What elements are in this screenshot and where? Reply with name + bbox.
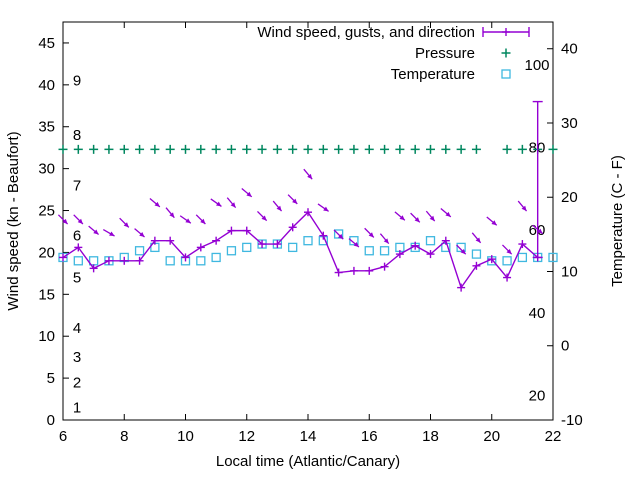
wind-direction-arrowhead [216, 201, 222, 207]
legend-label-1: Pressure [415, 45, 475, 62]
wind-direction-arrowhead [460, 249, 466, 255]
wind-direction-arrowhead [109, 231, 115, 237]
wind-direction-arrowhead [537, 228, 543, 234]
y2-tick-label: 10 [561, 263, 578, 280]
x-tick-label: 10 [177, 428, 194, 445]
wind-direction-arrowhead [338, 233, 344, 240]
legend-label-2: Temperature [391, 66, 475, 83]
x-tick-label: 6 [59, 428, 67, 445]
beaufort-label: 3 [73, 349, 81, 366]
x-tick-label: 14 [300, 428, 317, 445]
legend-marker [501, 69, 511, 79]
y2-tick-label: -10 [561, 412, 583, 429]
y-tick-label: 45 [38, 35, 55, 52]
wind-direction-arrowhead [139, 231, 145, 237]
y-tick-label: 5 [47, 370, 55, 387]
temperature-marker [502, 256, 512, 266]
x-tick-label: 8 [120, 428, 128, 445]
beaufort-label: 9 [73, 73, 81, 90]
x-tick-label: 16 [361, 428, 378, 445]
fahrenheit-label: 20 [529, 387, 546, 404]
temperature-marker [165, 256, 175, 266]
wind-direction-arrowhead [383, 238, 389, 244]
beaufort-label: 6 [73, 228, 81, 245]
temperature-marker [349, 236, 359, 246]
y2-tick-label: 0 [561, 338, 569, 355]
temperature-marker [548, 252, 558, 263]
x-tick-label: 20 [483, 428, 500, 445]
wind-direction-arrowhead [521, 205, 527, 212]
wind-direction-arrowhead [93, 229, 99, 235]
wind-direction-arrowhead [491, 220, 497, 226]
wind-direction-arrowhead [292, 198, 298, 204]
wind-direction-arrowhead [475, 237, 481, 243]
wind-direction-arrowhead [399, 215, 405, 221]
wind-direction-arrowhead [62, 218, 68, 225]
plot-border [62, 21, 554, 421]
temperature-marker [456, 242, 466, 253]
legend-label-0: Wind speed, gusts, and direction [257, 24, 475, 41]
wind-direction-arrowhead [414, 217, 420, 223]
y2-tick-label: 40 [561, 41, 578, 58]
y-tick-label: 35 [38, 119, 55, 136]
beaufort-label: 1 [73, 399, 81, 416]
y-tick-label: 40 [38, 77, 55, 94]
wind-direction-arrowhead [230, 202, 236, 208]
y-tick-label: 0 [47, 412, 55, 429]
x-axis-title: Local time (Atlantic/Canary) [216, 453, 400, 470]
wind-direction-arrowhead [200, 218, 206, 224]
temperature-marker [242, 242, 252, 253]
wind-direction-arrowhead [353, 242, 359, 248]
y2-tick-label: 20 [561, 189, 578, 206]
wind-direction-arrowhead [323, 206, 329, 212]
wind-direction-arrowhead [169, 212, 175, 218]
y2-axis-title: Temperature (C - F) [609, 155, 626, 287]
wind-direction-arrowhead [307, 173, 313, 180]
wind-direction-arrowhead [123, 222, 129, 228]
temperature-marker [73, 256, 83, 266]
y-tick-label: 30 [38, 161, 55, 178]
fahrenheit-label: 40 [529, 305, 546, 322]
wind-direction-arrowhead [154, 201, 160, 207]
wind-direction-arrowhead [77, 218, 83, 224]
x-tick-label: 12 [238, 428, 255, 445]
wind-direction-arrowhead [276, 205, 282, 212]
wind-direction-arrowhead [429, 215, 435, 222]
y-tick-label: 20 [38, 244, 55, 261]
wind-direction-arrowhead [246, 191, 252, 197]
temperature-marker [134, 246, 145, 256]
temperature-marker [379, 246, 390, 256]
temperature-marker [517, 252, 528, 263]
temperature-marker [425, 236, 436, 246]
temperature-marker [333, 229, 344, 239]
temperature-marker [471, 249, 482, 259]
beaufort-label: 4 [73, 320, 81, 337]
wind-direction-arrowhead [506, 248, 512, 255]
wind-speed-line [62, 211, 539, 290]
y-tick-label: 15 [38, 286, 55, 303]
beaufort-label: 5 [73, 270, 81, 287]
temperature-marker [196, 256, 206, 266]
temperature-marker [226, 246, 237, 256]
wind-direction-arrowhead [445, 211, 451, 217]
wind-direction-arrowhead [185, 218, 191, 224]
wind-direction-arrowhead [261, 215, 267, 221]
temperature-marker [364, 246, 374, 256]
x-tick-label: 22 [545, 428, 562, 445]
temperature-marker [303, 236, 313, 246]
fahrenheit-label: 100 [524, 57, 549, 74]
y-axis-title: Wind speed (kn - Beaufort) [5, 131, 22, 310]
y2-tick-label: 30 [561, 115, 578, 132]
beaufort-label: 8 [73, 127, 81, 144]
beaufort-label: 7 [73, 177, 81, 194]
temperature-marker [288, 242, 298, 253]
wind-direction-arrowhead [368, 232, 374, 238]
y-tick-label: 10 [38, 328, 55, 345]
beaufort-label: 2 [73, 374, 81, 391]
temperature-marker [211, 252, 221, 263]
x-tick-label: 18 [422, 428, 439, 445]
y-tick-label: 25 [38, 203, 55, 220]
